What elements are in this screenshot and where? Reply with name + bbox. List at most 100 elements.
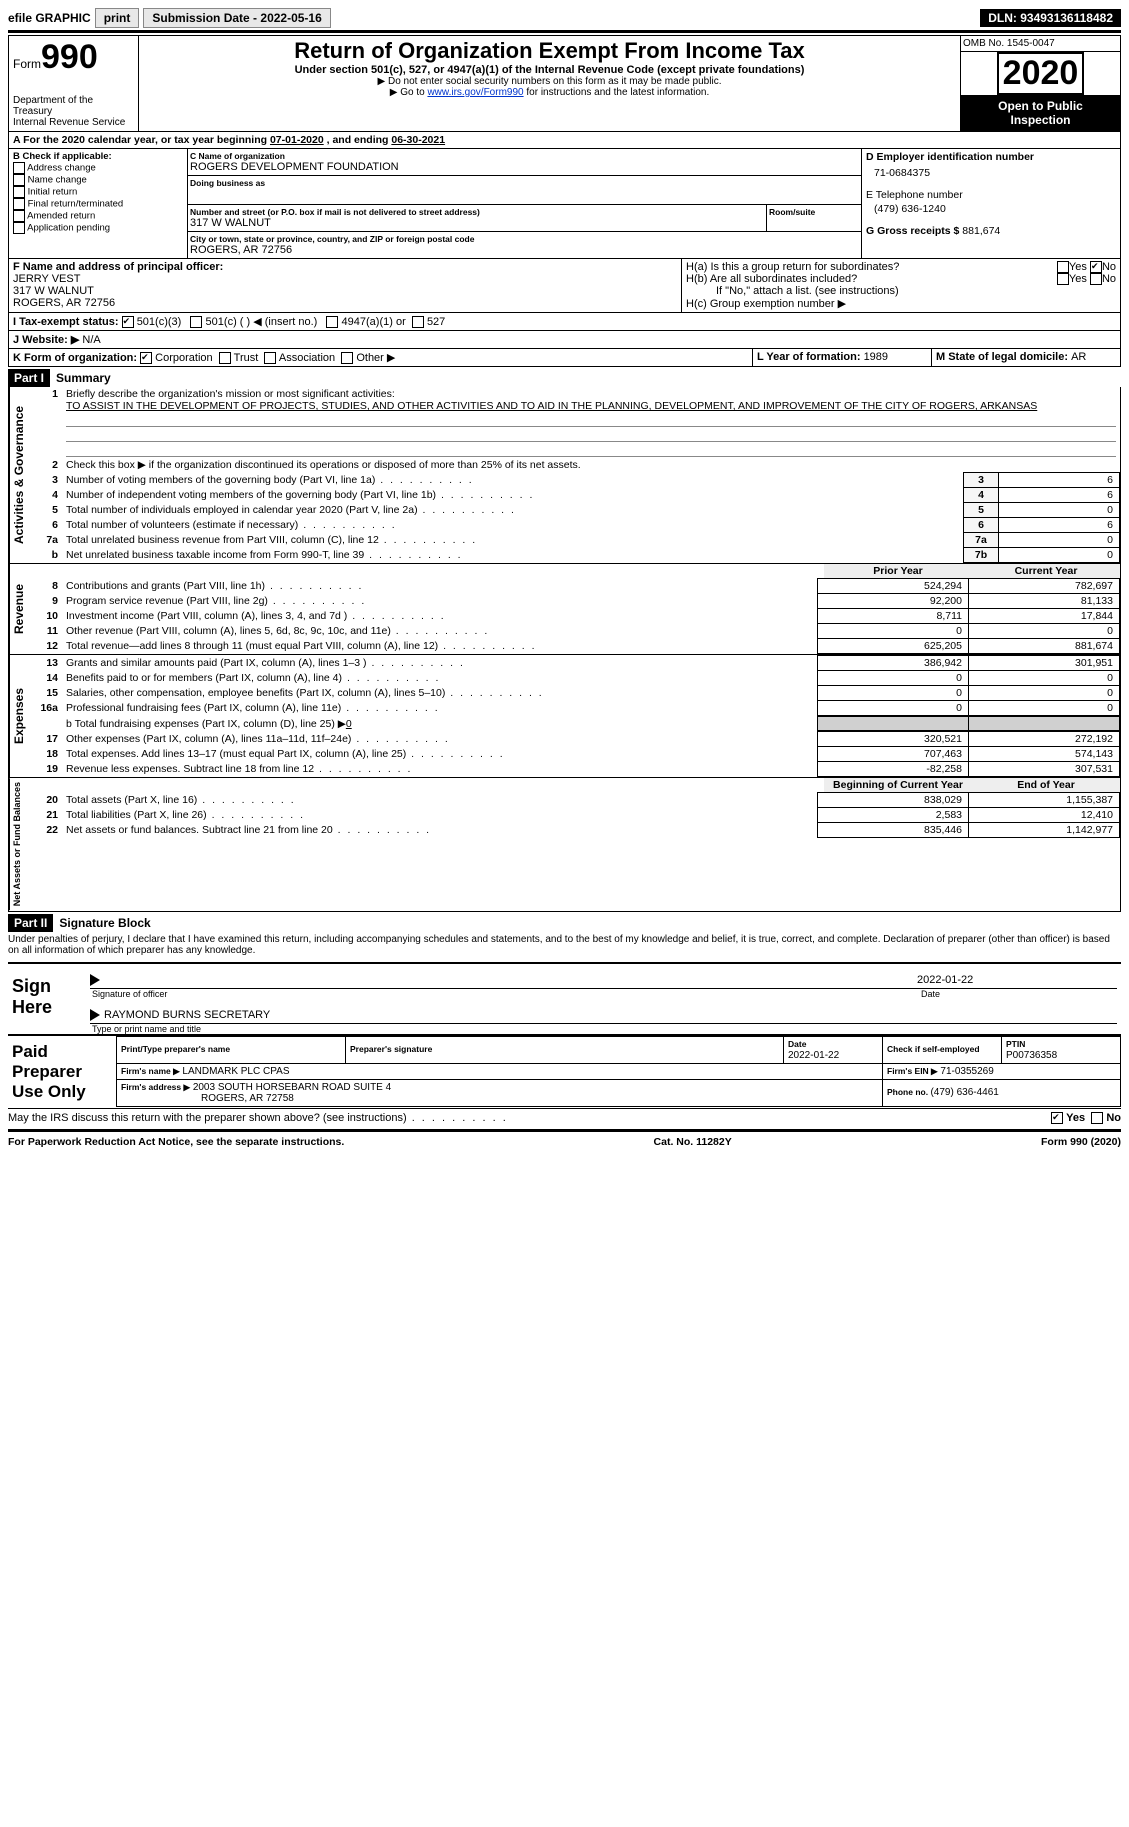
form-label: Form [13,57,41,71]
chk-address-change[interactable] [13,162,25,174]
hb-yes[interactable] [1057,273,1069,285]
chk-initial-return[interactable] [13,186,25,198]
line-9: 9Program service revenue (Part VIII, lin… [32,594,1120,609]
discuss-yes[interactable] [1051,1112,1063,1124]
chk-association[interactable] [264,352,276,364]
vlabel-netassets: Net Assets or Fund Balances [9,778,32,910]
col-end-year: End of Year [972,778,1120,792]
chk-corporation[interactable] [140,352,152,364]
chk-name-change[interactable] [13,174,25,186]
mission-text: TO ASSIST IN THE DEVELOPMENT OF PROJECTS… [66,400,1037,412]
officer-sig-date: 2022-01-22 [917,974,1117,988]
officer-addr2: ROGERS, AR 72756 [13,297,115,309]
form-org-row: K Form of organization: Corporation Trus… [8,349,1121,367]
form-note-1: ▶ Do not enter social security numbers o… [143,76,956,87]
col-current-year: Current Year [972,564,1120,578]
line-5: 5Total number of individuals employed in… [32,503,1120,518]
line-6: 6Total number of volunteers (estimate if… [32,518,1120,533]
part1-header: Part ISummary [8,369,1121,387]
line-22: 22Net assets or fund balances. Subtract … [32,823,1120,838]
efile-label: efile GRAPHIC [8,11,91,25]
line-3: 3Number of voting members of the governi… [32,473,1120,488]
open-to-public: Open to Public Inspection [961,95,1120,131]
hc-label: H(c) Group exemption number ▶ [686,297,1116,310]
ein-value: 71-0684375 [866,163,1116,189]
discuss-no[interactable] [1091,1112,1103,1124]
line-17: 17Other expenses (Part IX, column (A), l… [32,732,1120,747]
expenses-section: Expenses 13Grants and similar amounts pa… [8,655,1121,778]
dln-box: DLN: 93493136118482 [980,9,1121,27]
tel-value: (479) 636-1240 [866,201,1116,225]
chk-527[interactable] [412,316,424,328]
chk-501c[interactable] [190,316,202,328]
org-name: ROGERS DEVELOPMENT FOUNDATION [190,161,859,173]
tax-year: 2020 [997,52,1085,95]
dept-line-1: Department of the Treasury [13,95,134,117]
firm-addr1: 2003 SOUTH HORSEBARN ROAD SUITE 4 [193,1082,391,1093]
form-title: Return of Organization Exempt From Incom… [143,38,956,64]
line-20: 20Total assets (Part X, line 16)838,0291… [32,793,1120,808]
sign-here-block: Sign Here 2022-01-22 Signature of office… [8,962,1121,1034]
line-8: 8Contributions and grants (Part VIII, li… [32,579,1120,594]
chk-other[interactable] [341,352,353,364]
form990-link[interactable]: www.irs.gov/Form990 [427,87,523,98]
website-value: N/A [82,334,100,346]
paid-preparer-block: Paid Preparer Use Only Print/Type prepar… [8,1034,1121,1108]
line-16a: 16aProfessional fundraising fees (Part I… [32,701,1120,716]
sign-here-label: Sign Here [8,964,86,1034]
line-21: 21Total liabilities (Part X, line 26)2,5… [32,808,1120,823]
arrow-icon [90,1009,100,1021]
page-footer: For Paperwork Reduction Act Notice, see … [8,1136,1121,1148]
officer-printed-name: RAYMOND BURNS SECRETARY [104,1009,270,1023]
prep-name-label: Print/Type preparer's name [121,1044,230,1054]
officer-addr1: 317 W WALNUT [13,285,94,297]
arrow-icon [90,974,100,986]
line-14: 14Benefits paid to or for members (Part … [32,671,1120,686]
website-row: J Website: ▶ N/A [8,331,1121,349]
net-assets-section: Net Assets or Fund Balances Beginning of… [8,778,1121,911]
col-b-checkboxes: B Check if applicable: Address change Na… [9,149,188,258]
line-18: 18Total expenses. Add lines 13–17 (must … [32,747,1120,762]
type-name-caption: Type or print name and title [86,1024,1121,1034]
ptin-value: P00736358 [1006,1050,1057,1061]
ha-yes[interactable] [1057,261,1069,273]
officer-name: JERRY VEST [13,273,80,285]
ha-no[interactable] [1090,261,1102,273]
line-4: 4Number of independent voting members of… [32,488,1120,503]
omb-number: OMB No. 1545-0047 [961,36,1120,52]
firm-addr2: ROGERS, AR 72758 [121,1093,294,1104]
perjury-declaration: Under penalties of perjury, I declare th… [8,932,1121,958]
chk-501c3[interactable] [122,316,134,328]
form-note-2: ▶ Go to www.irs.gov/Form990 for instruct… [143,87,956,98]
street-label: Number and street (or P.O. box if mail i… [190,207,764,217]
vlabel-revenue: Revenue [9,564,32,654]
paid-preparer-label: Paid Preparer Use Only [8,1036,116,1108]
footer-left: For Paperwork Reduction Act Notice, see … [8,1136,344,1148]
submission-date-box: Submission Date - 2022-05-16 [143,8,330,28]
sig-officer-caption: Signature of officer [86,989,915,999]
chk-amended-return[interactable] [13,210,25,222]
hb-no[interactable] [1090,273,1102,285]
self-employed-label: Check if self-employed [887,1044,980,1054]
city-label: City or town, state or province, country… [190,234,859,244]
chk-4947[interactable] [326,316,338,328]
firm-phone: (479) 636-4461 [930,1087,998,1098]
form-header: Form990 Department of the Treasury Inter… [8,35,1121,132]
print-button[interactable]: print [95,8,140,28]
chk-trust[interactable] [219,352,231,364]
activities-governance-section: Activities & Governance 1 Briefly descri… [8,387,1121,564]
year-formation: L Year of formation: 1989 [752,349,931,366]
tax-status-row: I Tax-exempt status: 501(c)(3) 501(c) ( … [8,313,1121,331]
footer-right: Form 990 (2020) [1041,1136,1121,1148]
street-value: 317 W WALNUT [190,217,764,229]
part2-header: Part IISignature Block [8,914,1121,932]
chk-final-return[interactable] [13,198,25,210]
line-16b: b Total fundraising expenses (Part IX, c… [62,717,818,731]
revenue-section: Revenue Prior Year Current Year 8Contrib… [8,564,1121,655]
chk-application-pending[interactable] [13,222,25,234]
vlabel-activities: Activities & Governance [9,387,32,563]
line-12: 12Total revenue—add lines 8 through 11 (… [32,639,1120,654]
firm-name: LANDMARK PLC CPAS [182,1066,289,1077]
form-subtitle: Under section 501(c), 527, or 4947(a)(1)… [143,64,956,76]
identity-block: B Check if applicable: Address change Na… [8,149,1121,259]
